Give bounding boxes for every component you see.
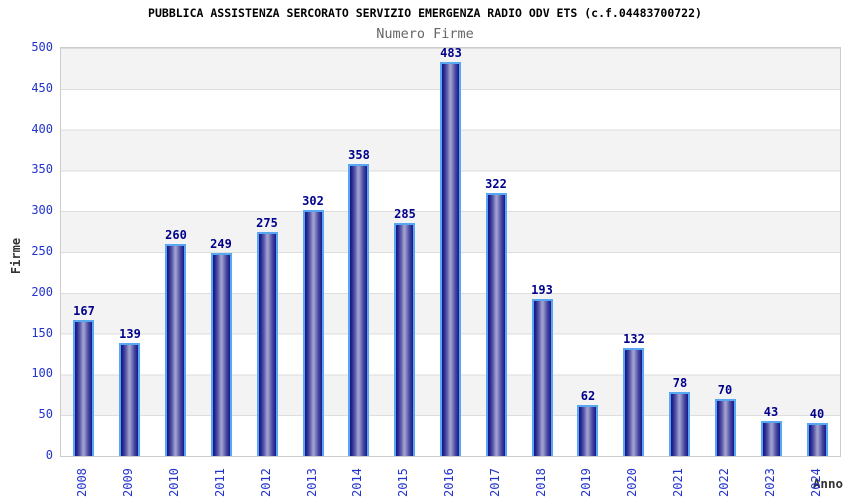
bar-2016 (440, 62, 461, 456)
x-tick-label: 2020 (625, 468, 639, 497)
y-tick-label: 250 (31, 244, 53, 258)
bar-2009 (119, 343, 140, 456)
x-tick-label: 2019 (579, 468, 593, 497)
bar-2020 (623, 348, 644, 456)
bar-value-label: 302 (302, 194, 324, 208)
y-tick-label: 50 (38, 407, 53, 422)
bar-2011 (211, 253, 232, 456)
y-tick-label: 200 (31, 284, 53, 299)
y-tick-label: 400 (31, 121, 53, 136)
y-tick-label: 150 (31, 325, 53, 340)
bar-2008 (73, 320, 94, 456)
bar-2021 (669, 392, 690, 456)
bar-2012 (257, 232, 278, 456)
bar-2024 (807, 423, 828, 456)
x-tick-label: 2024 (809, 468, 823, 497)
bar-value-label: 285 (394, 207, 416, 221)
bar-2014 (348, 164, 369, 456)
bar-2010 (165, 244, 186, 456)
x-tick-label: 2013 (305, 468, 319, 497)
bar-value-label: 275 (256, 216, 278, 230)
plot-area: 167 139 260 249 275 302 358 285 483 322 193 62 132 78… (60, 47, 841, 457)
y-tick-label: 450 (31, 80, 53, 95)
bar-value-label: 132 (623, 332, 645, 346)
x-tick-label: 2023 (763, 468, 777, 497)
x-tick-label: 2018 (534, 468, 548, 497)
bar-value-label: 193 (531, 283, 553, 297)
x-tick-label: 2014 (350, 468, 364, 497)
x-tick-label: 2010 (167, 468, 181, 497)
bar-value-label: 483 (440, 46, 462, 60)
bar-value-label: 260 (165, 228, 187, 242)
bar-value-label: 322 (485, 177, 507, 191)
bar-value-label: 358 (348, 148, 370, 162)
x-tick-label: 2008 (75, 468, 89, 497)
bar-value-label: 43 (763, 405, 779, 419)
bar-value-label: 139 (119, 327, 141, 341)
bar-2013 (303, 210, 324, 456)
bar-2017 (486, 193, 507, 456)
bar-2023 (761, 421, 782, 456)
bar-2015 (394, 223, 415, 456)
y-tick-label: 100 (31, 366, 53, 381)
bar-2018 (532, 299, 553, 456)
y-tick-label: 300 (31, 203, 53, 218)
bar-value-label: 167 (73, 304, 95, 318)
x-axis-title: Anno (812, 476, 843, 491)
bar-value-label: 40 (809, 407, 825, 421)
chart-subtitle: Numero Firme (376, 26, 474, 42)
x-tick-label: 2012 (259, 468, 273, 497)
bar-2022 (715, 399, 736, 456)
x-tick-label: 2015 (396, 468, 410, 497)
bar-value-label: 78 (672, 376, 688, 390)
x-tick-label: 2016 (442, 468, 456, 497)
x-tick-label: 2022 (717, 468, 731, 497)
y-tick-label: 500 (31, 40, 53, 54)
bar-value-label: 70 (717, 383, 733, 397)
chart-title: PUBBLICA ASSISTENZA SERCORATO SERVIZIO E… (148, 6, 702, 20)
bar-value-label: 249 (210, 237, 232, 251)
bar-value-label: 62 (580, 389, 596, 403)
x-tick-label: 2011 (213, 468, 227, 497)
x-tick-label: 2021 (671, 468, 685, 497)
y-tick-label: 350 (31, 162, 53, 177)
y-tick-label: 0 (45, 448, 53, 462)
bar-2019 (577, 405, 598, 456)
x-tick-label: 2009 (121, 468, 135, 497)
x-tick-label: 2017 (488, 468, 502, 497)
